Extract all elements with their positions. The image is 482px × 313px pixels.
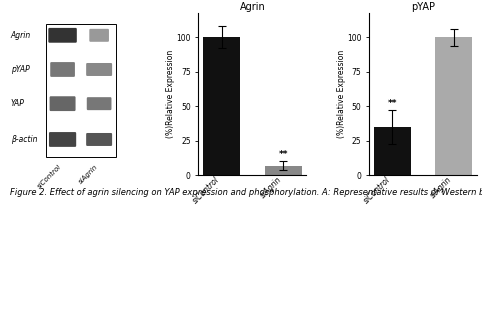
Text: pYAP: pYAP — [11, 65, 30, 74]
Text: Figure 2. Effect of agrin silencing on YAP expression and phosphorylation. A: Re: Figure 2. Effect of agrin silencing on Y… — [10, 188, 482, 197]
Bar — [46, 24, 116, 157]
Bar — [435, 37, 472, 175]
Title: pYAP: pYAP — [411, 2, 435, 12]
Text: siControl: siControl — [36, 164, 63, 190]
FancyBboxPatch shape — [48, 28, 77, 43]
Bar — [203, 37, 240, 175]
FancyBboxPatch shape — [89, 29, 109, 42]
Text: siAgrin: siAgrin — [78, 164, 99, 185]
Title: Agrin: Agrin — [240, 2, 265, 12]
Text: β-actin: β-actin — [11, 135, 38, 144]
FancyBboxPatch shape — [50, 62, 75, 77]
FancyBboxPatch shape — [86, 133, 112, 146]
Text: **: ** — [388, 99, 397, 108]
Y-axis label: (%)Relative Expression: (%)Relative Expression — [336, 50, 346, 138]
Text: **: ** — [278, 150, 288, 159]
FancyBboxPatch shape — [86, 63, 112, 76]
Text: Agrin: Agrin — [11, 31, 31, 40]
Bar — [265, 166, 302, 175]
Y-axis label: (%)Relative Expression: (%)Relative Expression — [166, 50, 175, 138]
Bar — [374, 127, 411, 175]
FancyBboxPatch shape — [50, 96, 76, 111]
Text: YAP: YAP — [11, 99, 25, 108]
FancyBboxPatch shape — [87, 97, 111, 110]
FancyBboxPatch shape — [49, 132, 76, 147]
